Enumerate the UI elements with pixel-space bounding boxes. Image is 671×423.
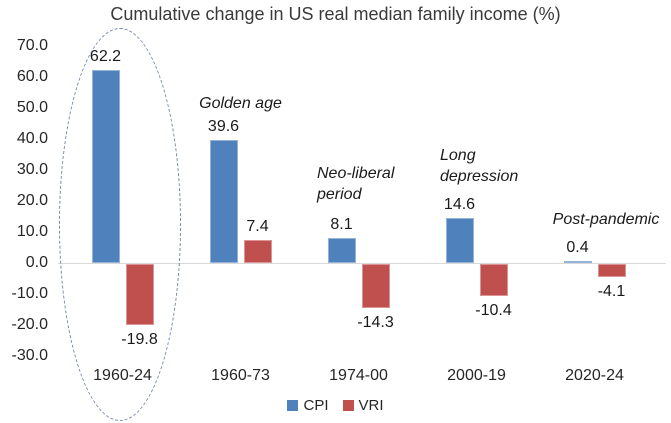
- y-axis-tick-label: 70.0: [16, 37, 48, 54]
- annotation-1960-73: Golden age: [199, 95, 282, 112]
- cpi-bar-2000-19: [445, 218, 474, 263]
- annotation-1974-00: period: [317, 186, 362, 203]
- cpi-value-label: 14.6: [443, 196, 476, 213]
- y-axis-tick-label: -10.0: [11, 285, 48, 302]
- cpi-legend-swatch: [287, 400, 299, 411]
- vri-legend-swatch: [342, 400, 354, 411]
- y-axis-tick-label: -30.0: [11, 347, 48, 364]
- category-label-1960-73: 1960-73: [211, 367, 270, 384]
- cpi-bar-1974-00: [327, 238, 356, 263]
- legend: CPI VRI: [0, 397, 671, 414]
- cpi-value-label: 39.6: [207, 118, 240, 135]
- y-axis-tick-label: 0.0: [25, 254, 48, 271]
- cpi-bar-1960-73: [209, 140, 238, 263]
- y-axis-tick-label: 20.0: [16, 192, 48, 209]
- y-axis-tick-label: 40.0: [16, 130, 48, 147]
- legend-item-vri: VRI: [342, 397, 384, 414]
- vri-bar-2000-19: [479, 264, 508, 296]
- vri-value-label: -10.4: [475, 302, 512, 319]
- vri-bar-2020-24: [597, 264, 626, 277]
- vri-bar-1960-73: [243, 240, 272, 263]
- y-axis-tick-label: 60.0: [16, 68, 48, 85]
- annotation-2020-24: Post-pandemic: [552, 211, 660, 228]
- annotation-2000-19: depression: [440, 168, 519, 185]
- cpi-value-label: 0.4: [566, 239, 589, 256]
- annotation-1974-00: Neo-liberal: [317, 165, 395, 182]
- y-axis-tick-label: 10.0: [16, 223, 48, 240]
- y-axis-tick-label: 30.0: [16, 161, 48, 178]
- y-axis-tick-label: -20.0: [11, 316, 48, 333]
- vri-value-label: -14.3: [357, 314, 394, 331]
- legend-item-cpi: CPI: [287, 397, 329, 414]
- y-axis-tick-label: 50.0: [16, 99, 48, 116]
- category-label-1974-00: 1974-00: [329, 367, 388, 384]
- vri-value-label: 7.4: [246, 218, 269, 235]
- cpi-value-label: 8.1: [330, 216, 353, 233]
- category-label-2000-19: 2000-19: [447, 367, 506, 384]
- annotation-2000-19: Long: [440, 147, 476, 164]
- x-axis-line: [58, 263, 666, 264]
- highlight-ellipse: [59, 28, 181, 421]
- category-label-2020-24: 2020-24: [565, 367, 624, 384]
- chart-title: Cumulative change in US real median fami…: [110, 4, 561, 24]
- vri-value-label: -4.1: [597, 283, 626, 300]
- cpi-legend-label: CPI: [303, 397, 329, 414]
- vri-bar-1974-00: [361, 264, 390, 308]
- vri-legend-label: VRI: [358, 397, 384, 414]
- cpi-bar-2020-24: [563, 261, 592, 263]
